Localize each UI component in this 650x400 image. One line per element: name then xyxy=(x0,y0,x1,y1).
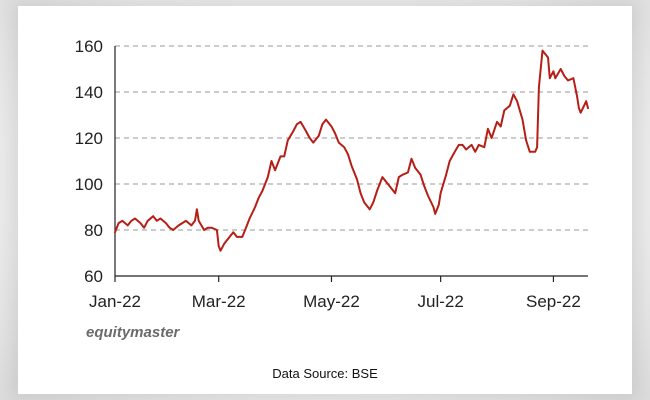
y-tick-label: 80 xyxy=(84,221,103,240)
plot-area xyxy=(114,49,589,252)
chart-card: 60 80 100 120 140 160 Jan-22 Mar-22 May-22 Jul-2… xyxy=(18,6,632,394)
x-axis: Jan-22 Mar-22 May-22 Jul-22 Sep-22 xyxy=(89,275,588,311)
y-tick-label: 100 xyxy=(75,175,103,194)
grid-lines xyxy=(115,45,588,231)
x-tick-label: Sep-22 xyxy=(526,292,581,311)
y-tick-label: 120 xyxy=(75,129,103,148)
x-tick-label: May-22 xyxy=(303,292,360,311)
y-tick-label: 60 xyxy=(84,267,103,286)
source-note: Data Source: BSE xyxy=(272,366,378,381)
x-tick-label: Mar-22 xyxy=(192,292,246,311)
line-chart: 60 80 100 120 140 160 Jan-22 Mar-22 May-22 Jul-2… xyxy=(75,37,589,311)
price-line xyxy=(114,49,589,252)
x-tick-label: Jan-22 xyxy=(89,292,141,311)
x-tick-label: Jul-22 xyxy=(417,292,463,311)
brand-logo: equitymaster xyxy=(86,324,180,341)
y-tick-label: 140 xyxy=(75,83,103,102)
y-axis: 60 80 100 120 140 160 xyxy=(75,37,116,286)
y-tick-label: 160 xyxy=(75,37,103,56)
